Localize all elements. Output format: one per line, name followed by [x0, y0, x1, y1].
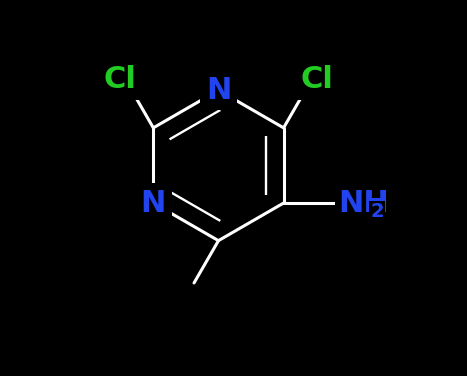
Text: Cl: Cl — [301, 65, 334, 94]
Text: N: N — [206, 76, 231, 105]
Text: NH: NH — [338, 188, 389, 218]
Text: N: N — [141, 188, 166, 218]
Text: Cl: Cl — [103, 65, 136, 94]
Text: 2: 2 — [370, 202, 384, 221]
